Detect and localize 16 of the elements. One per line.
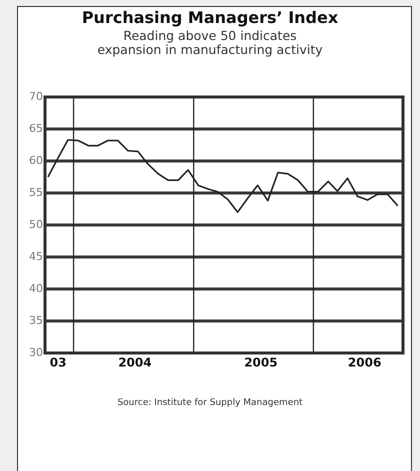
chart-title: Purchasing Managers’ Index <box>80 8 340 27</box>
y-tick-label: 35 <box>29 314 43 327</box>
x-tick-label: 2006 <box>348 355 382 370</box>
chart-subtitle: Reading above 50 indicates expansion in manufacturing activity <box>96 28 324 57</box>
x-tick-label: 2004 <box>118 355 152 370</box>
y-tick-label: 30 <box>29 346 43 359</box>
y-tick-label: 60 <box>29 154 43 167</box>
y-tick-label: 65 <box>29 122 43 135</box>
source-note: Source: Institute for Supply Management <box>116 398 304 408</box>
y-tick-label: 40 <box>29 282 43 295</box>
y-tick-label: 55 <box>29 186 43 199</box>
y-tick-label: 45 <box>29 250 43 263</box>
y-tick-label: 70 <box>29 90 43 103</box>
y-tick-label: 50 <box>29 218 43 231</box>
x-tick-label: 2005 <box>244 355 278 370</box>
x-tick-label: 03 <box>50 355 66 370</box>
